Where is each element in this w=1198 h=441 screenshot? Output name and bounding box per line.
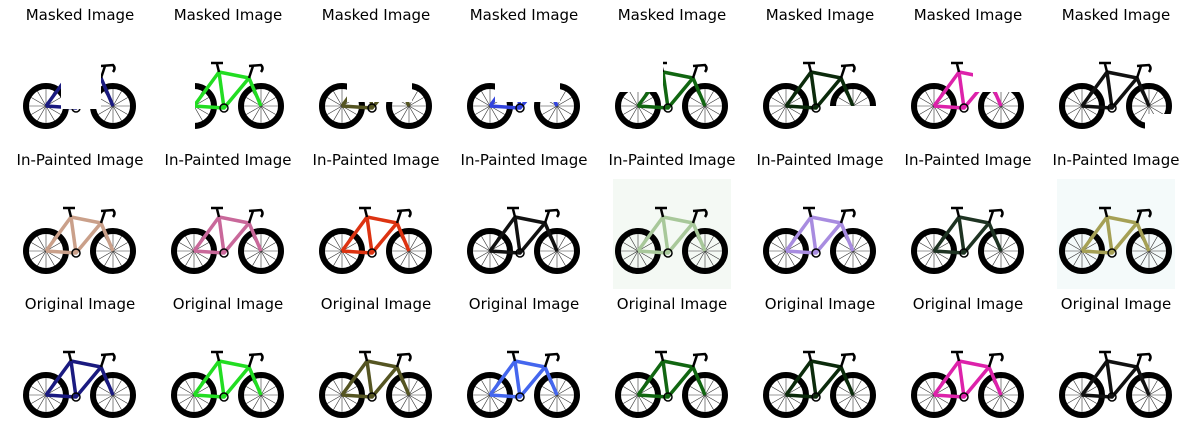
front-wheel — [238, 83, 284, 129]
bicycle-image — [21, 34, 139, 144]
front-wheel — [682, 372, 728, 418]
bicycle-image — [169, 323, 287, 433]
cell-title: Masked Image — [617, 6, 727, 24]
cell-title: Masked Image — [765, 6, 875, 24]
cell-title: Masked Image — [25, 6, 135, 24]
bicycle-image — [1057, 323, 1175, 433]
bicycle-image — [465, 323, 583, 433]
bicycle-image — [317, 179, 435, 289]
grid-cell: In-Painted Image — [746, 145, 894, 289]
bicycle-image — [169, 34, 287, 144]
cell-title: In-Painted Image — [460, 151, 588, 169]
bicycle-image — [317, 34, 435, 144]
cell-title: Original Image — [24, 295, 136, 313]
grid-cell: Original Image — [302, 289, 450, 433]
cell-title: Masked Image — [1061, 6, 1171, 24]
bicycle-image — [613, 323, 731, 433]
grid-cell: Original Image — [6, 289, 154, 433]
bicycle-image — [21, 179, 139, 289]
cell-title: Original Image — [172, 295, 284, 313]
bicycle-image — [465, 34, 583, 144]
cell-title: Original Image — [1060, 295, 1172, 313]
front-wheel — [682, 83, 728, 129]
bicycle-image — [613, 179, 731, 289]
grid-cell: Original Image — [598, 289, 746, 433]
grid-cell: Original Image — [154, 289, 302, 433]
cell-title: Original Image — [912, 295, 1024, 313]
grid-cell: In-Painted Image — [302, 145, 450, 289]
bicycle-image — [21, 323, 139, 433]
front-wheel — [90, 228, 136, 274]
bicycle-image — [909, 323, 1027, 433]
bicycle-image — [1057, 179, 1175, 289]
bicycle-image — [761, 179, 879, 289]
front-wheel — [1126, 372, 1172, 418]
front-wheel — [534, 372, 580, 418]
front-wheel — [238, 372, 284, 418]
front-wheel — [1126, 228, 1172, 274]
grid-cell: In-Painted Image — [450, 145, 598, 289]
bicycle-image — [761, 34, 879, 144]
grid-cell: Original Image — [450, 289, 598, 433]
grid-cell: Original Image — [1042, 289, 1190, 433]
bicycle-image — [761, 323, 879, 433]
front-wheel — [830, 228, 876, 274]
grid-cell: Masked Image — [598, 0, 746, 144]
front-wheel — [978, 228, 1024, 274]
grid-cell: Masked Image — [746, 0, 894, 144]
bicycle-image — [909, 179, 1027, 289]
bicycle-image — [465, 179, 583, 289]
grid-cell: Masked Image — [450, 0, 598, 144]
front-wheel — [386, 228, 432, 274]
bicycle-image — [613, 34, 731, 144]
cell-title: In-Painted Image — [16, 151, 144, 169]
cell-title: In-Painted Image — [1052, 151, 1180, 169]
cell-title: In-Painted Image — [164, 151, 292, 169]
grid-cell: Original Image — [894, 289, 1042, 433]
grid-cell: Masked Image — [154, 0, 302, 144]
cell-title: In-Painted Image — [904, 151, 1032, 169]
bicycle-image — [317, 323, 435, 433]
grid-cell: In-Painted Image — [6, 145, 154, 289]
cell-title: Original Image — [468, 295, 580, 313]
bicycle-image — [169, 179, 287, 289]
front-wheel — [90, 372, 136, 418]
front-wheel — [238, 228, 284, 274]
bicycle-image — [1057, 34, 1175, 144]
cell-title: Original Image — [764, 295, 876, 313]
grid-cell: Original Image — [746, 289, 894, 433]
front-wheel — [386, 372, 432, 418]
bicycle-image — [909, 34, 1027, 144]
front-wheel — [830, 372, 876, 418]
front-wheel — [682, 228, 728, 274]
cell-title: In-Painted Image — [312, 151, 440, 169]
grid-cell: Masked Image — [302, 0, 450, 144]
grid-cell: Masked Image — [894, 0, 1042, 144]
cell-title: In-Painted Image — [608, 151, 736, 169]
grid-cell: In-Painted Image — [894, 145, 1042, 289]
grid-cell: Masked Image — [6, 0, 154, 144]
cell-title: Masked Image — [173, 6, 283, 24]
cell-title: Original Image — [616, 295, 728, 313]
grid-cell: In-Painted Image — [1042, 145, 1190, 289]
cell-title: Masked Image — [913, 6, 1023, 24]
grid-cell: In-Painted Image — [598, 145, 746, 289]
front-wheel — [534, 228, 580, 274]
grid-cell: In-Painted Image — [154, 145, 302, 289]
front-wheel — [978, 372, 1024, 418]
cell-title: Masked Image — [321, 6, 431, 24]
cell-title: In-Painted Image — [756, 151, 884, 169]
cell-title: Original Image — [320, 295, 432, 313]
grid-cell: Masked Image — [1042, 0, 1190, 144]
cell-title: Masked Image — [469, 6, 579, 24]
